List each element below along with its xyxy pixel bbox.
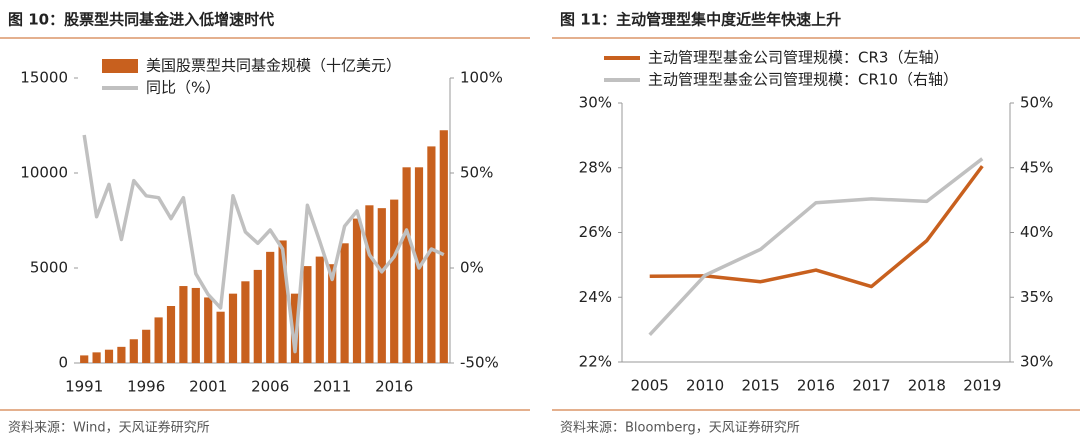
y2-tick-label: 30% xyxy=(1020,353,1053,371)
y-tick-label: 0 xyxy=(58,354,68,372)
y2-tick-label: 50% xyxy=(1020,94,1053,112)
bar xyxy=(390,199,399,363)
bar xyxy=(266,251,275,363)
bar xyxy=(377,208,386,363)
y2-tick-label: -50% xyxy=(460,354,499,372)
bar xyxy=(204,297,213,363)
bar xyxy=(129,339,138,363)
x-tick-label: 2006 xyxy=(251,378,289,396)
y2-tick-label: 35% xyxy=(1020,288,1053,306)
bar xyxy=(179,286,188,363)
x-tick-label: 2011 xyxy=(313,378,351,396)
line xyxy=(82,134,445,354)
bar xyxy=(80,355,89,363)
bar xyxy=(439,130,448,363)
y2-tick-label: 0% xyxy=(460,259,484,277)
y2-tick-label: 40% xyxy=(1020,223,1053,241)
x-tick-label: 2018 xyxy=(908,377,946,395)
x-tick-label: 2005 xyxy=(631,377,669,395)
y2-tick-label: 100% xyxy=(460,69,503,87)
line xyxy=(649,165,984,289)
x-tick-label: 2001 xyxy=(189,378,227,396)
y2-tick-label: 50% xyxy=(460,164,493,182)
legend-label: 美国股票型共同基金规模（十亿美元） xyxy=(146,57,401,75)
bar xyxy=(278,240,287,363)
y2-tick-label: 45% xyxy=(1020,158,1053,176)
bar xyxy=(340,243,349,363)
chart-title: 图 11：主动管理型集中度近些年快速上升 xyxy=(560,11,841,29)
line xyxy=(648,157,984,336)
source: 资料来源：Wind，天风证券研究所 xyxy=(8,420,210,436)
bar xyxy=(117,346,126,363)
y-tick-label: 15000 xyxy=(20,69,68,87)
bar xyxy=(191,287,200,363)
chart-title: 图 10：股票型共同基金进入低增速时代 xyxy=(8,11,274,29)
bar xyxy=(241,281,250,363)
bar xyxy=(253,269,262,363)
legend-label: 主动管理型基金公司管理规模：CR10（右轴） xyxy=(648,71,958,89)
x-tick-label: 2010 xyxy=(686,377,724,395)
y-tick-label: 26% xyxy=(579,223,612,241)
x-tick-label: 2016 xyxy=(797,377,835,395)
y-tick-label: 28% xyxy=(579,158,612,176)
bar xyxy=(92,352,101,363)
bar xyxy=(315,256,324,363)
x-tick-label: 2019 xyxy=(963,377,1001,395)
legend-label: 主动管理型基金公司管理规模：CR3（左轴） xyxy=(648,49,948,67)
source: 资料来源：Bloomberg，天风证券研究所 xyxy=(560,420,800,436)
bar xyxy=(166,306,176,363)
bar xyxy=(352,218,362,363)
y-tick-label: 22% xyxy=(579,353,612,371)
bar xyxy=(228,293,238,363)
x-tick-label: 1991 xyxy=(65,378,103,396)
bar xyxy=(402,167,411,363)
bar xyxy=(365,205,374,363)
x-tick-label: 1996 xyxy=(127,378,165,396)
bar xyxy=(328,264,337,363)
y-tick-label: 5000 xyxy=(30,259,68,277)
bar xyxy=(216,311,225,363)
y-tick-label: 24% xyxy=(579,288,612,306)
y-tick-label: 10000 xyxy=(20,164,68,182)
x-tick-label: 2017 xyxy=(852,377,890,395)
bar xyxy=(303,266,312,363)
x-tick-label: 2015 xyxy=(741,377,779,395)
legend-swatch xyxy=(102,59,138,73)
bar xyxy=(290,293,300,363)
bar xyxy=(427,146,436,363)
legend-label: 同比（%） xyxy=(146,79,220,97)
y-tick-label: 30% xyxy=(579,94,612,112)
bar xyxy=(142,329,151,363)
bar xyxy=(104,349,114,363)
x-tick-label: 2016 xyxy=(375,378,413,396)
bar xyxy=(154,317,163,363)
